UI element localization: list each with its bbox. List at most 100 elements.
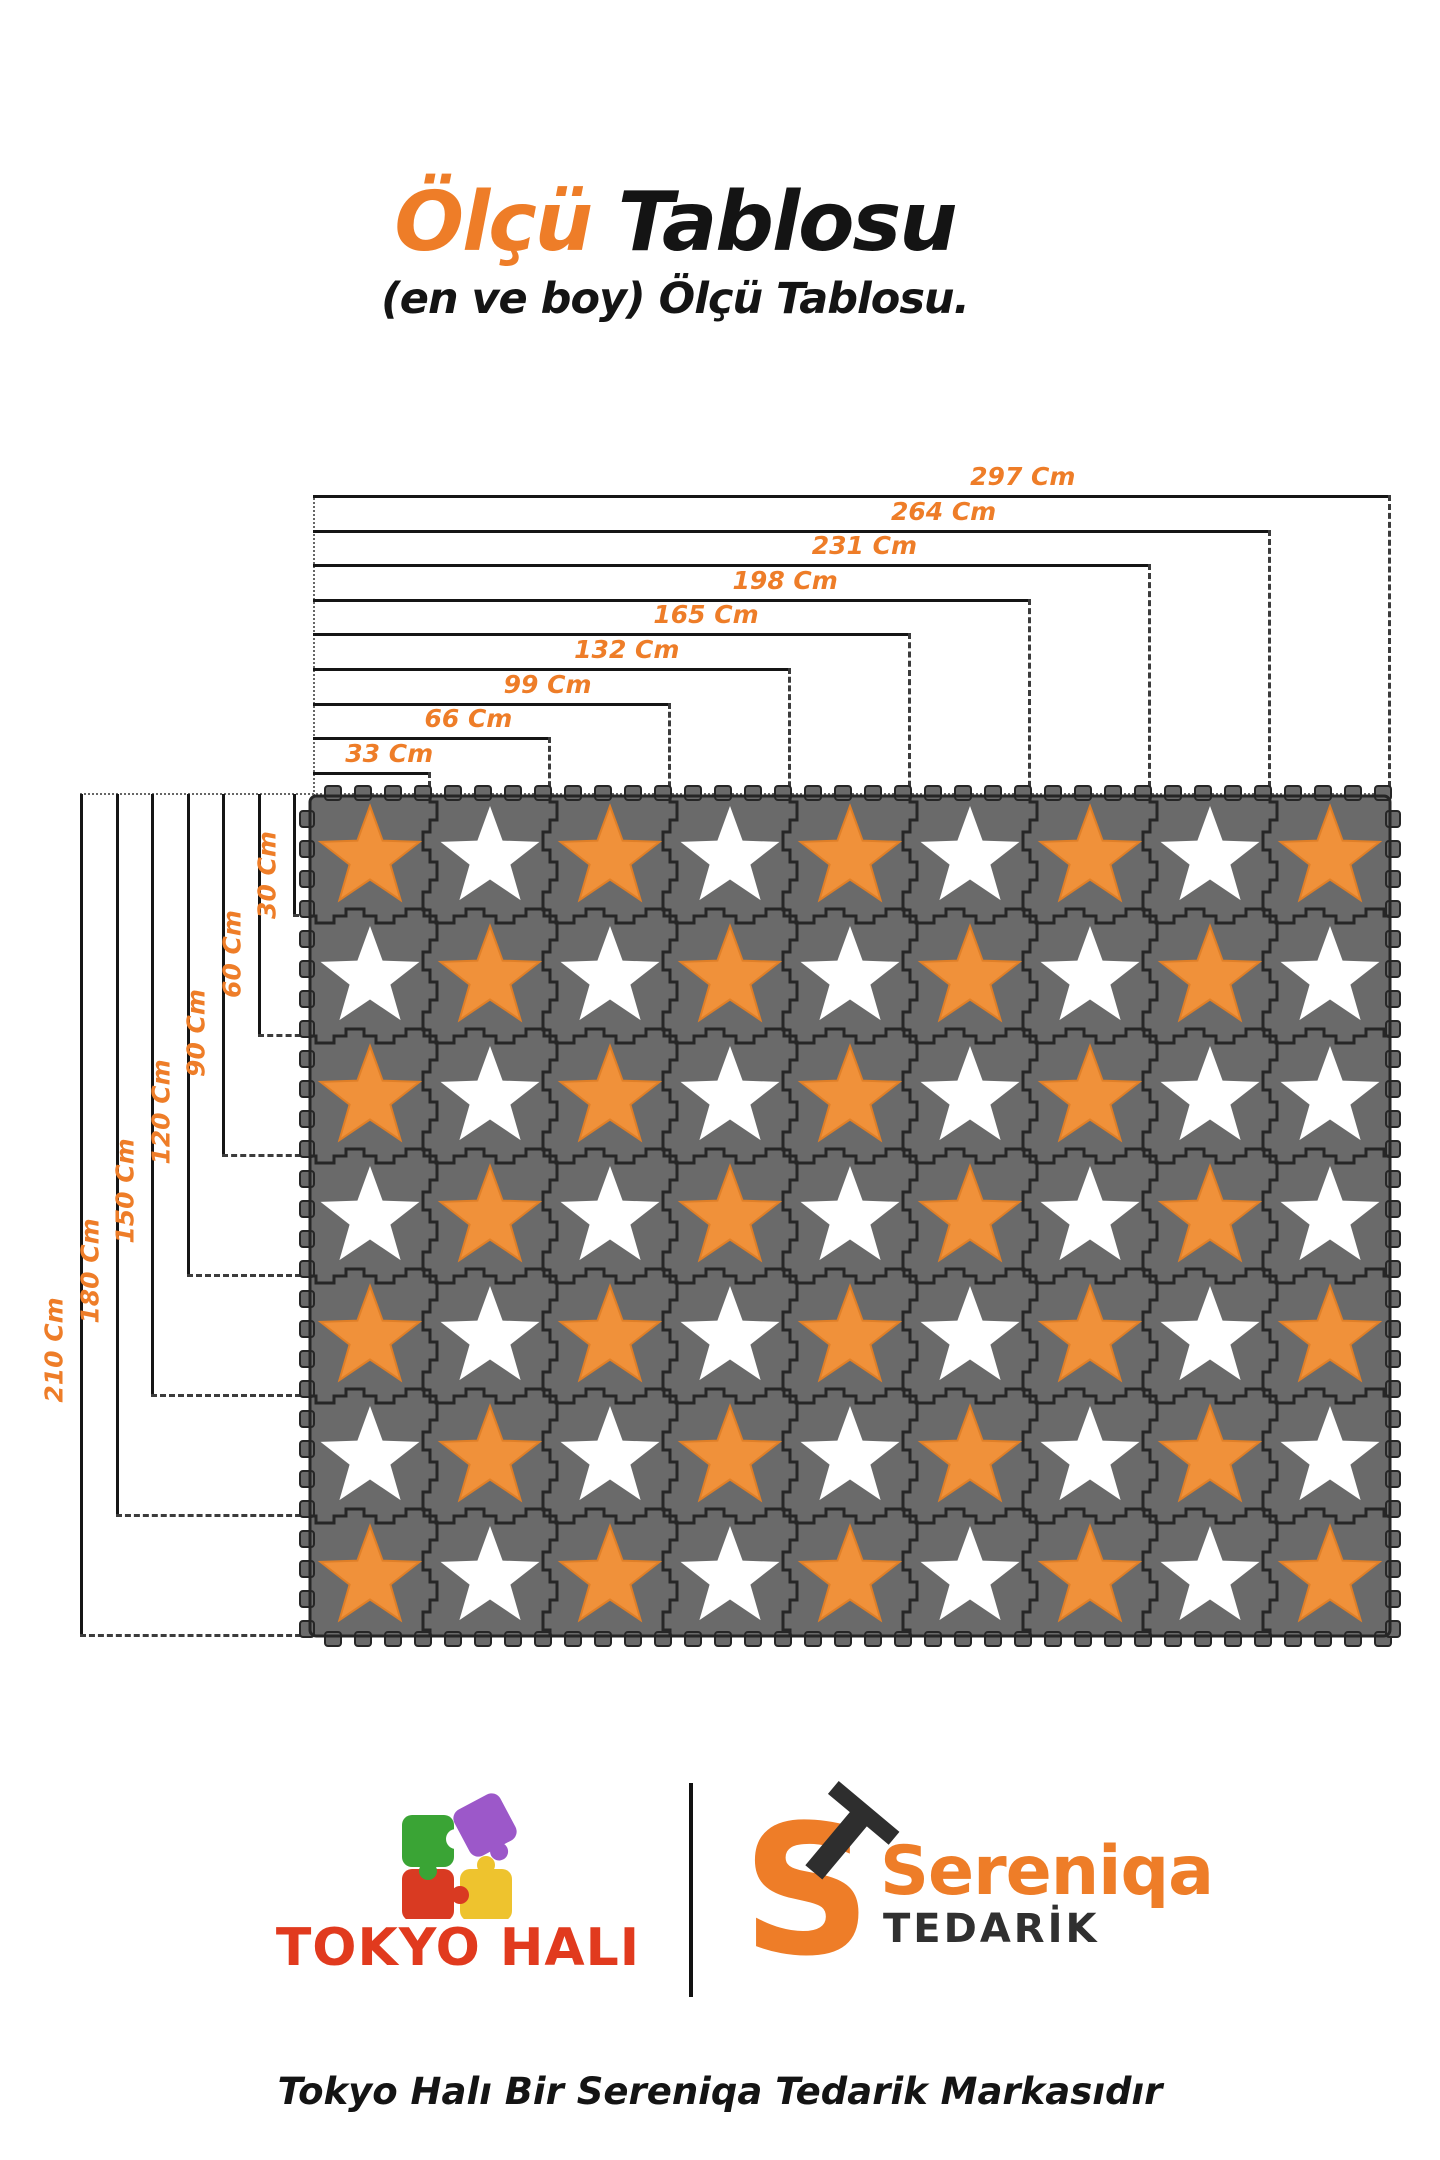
mat-tab-bottom xyxy=(1044,1631,1062,1647)
mat-tab-top xyxy=(324,785,342,801)
height-dim-label-4: 120 Cm xyxy=(146,1059,176,1165)
mat-tab-left xyxy=(299,870,315,888)
star-white xyxy=(560,926,660,1021)
star-orange xyxy=(557,1283,663,1383)
mat-tab-left xyxy=(299,1560,315,1578)
width-dim-line-8 xyxy=(313,530,1270,533)
mat-tab-left xyxy=(299,1050,315,1068)
width-dim-label-8: 264 Cm xyxy=(890,497,997,526)
mat-tab-top xyxy=(1044,785,1062,801)
mat-tab-right xyxy=(1385,1560,1401,1578)
puzzle-piece-green xyxy=(402,1815,454,1867)
star-orange xyxy=(677,1403,783,1503)
mat-tab-top xyxy=(864,785,882,801)
mat-tab-top xyxy=(474,785,492,801)
star-white xyxy=(1040,1166,1140,1261)
width-dim-drop-4 xyxy=(788,668,791,796)
mat-tab-right xyxy=(1385,1350,1401,1368)
mat-tab-right xyxy=(1385,1470,1401,1488)
width-dim-drop-8 xyxy=(1268,530,1271,796)
mat-tab-bottom xyxy=(984,1631,1002,1647)
mat-tab-left xyxy=(299,990,315,1008)
star-orange xyxy=(1037,1283,1143,1383)
mat-tab-left xyxy=(299,840,315,858)
star-white xyxy=(920,1046,1020,1141)
mat-tab-top xyxy=(1344,785,1362,801)
width-dim-drop-7 xyxy=(1148,564,1151,796)
mat-tab-right xyxy=(1385,1170,1401,1188)
star-white xyxy=(920,806,1020,901)
height-dim-line-7 xyxy=(80,794,83,1636)
star-orange xyxy=(677,923,783,1023)
height-dim-run-6 xyxy=(116,1514,310,1517)
star-white xyxy=(1160,1046,1260,1141)
star-white xyxy=(440,806,540,901)
mat-tab-left xyxy=(299,1230,315,1248)
mat-left-guide-dotted xyxy=(313,495,315,796)
mat-tab-right xyxy=(1385,930,1401,948)
mat-tab-top xyxy=(624,785,642,801)
mat-tab-left xyxy=(299,1410,315,1428)
mat-seam-vertical xyxy=(901,796,919,1636)
mat-tab-top xyxy=(834,785,852,801)
mat-tab-bottom xyxy=(1104,1631,1122,1647)
mat-tab-top xyxy=(744,785,762,801)
mat-tab-bottom xyxy=(444,1631,462,1647)
mat-tab-right xyxy=(1385,1200,1401,1218)
mat-tab-left xyxy=(299,1170,315,1188)
star-white xyxy=(1280,1406,1380,1501)
mat-outline xyxy=(308,794,1392,1638)
mat-tab-bottom xyxy=(474,1631,492,1647)
star-white xyxy=(1280,1166,1380,1261)
mat-tab-top xyxy=(444,785,462,801)
star-orange xyxy=(557,803,663,903)
mat-tab-right xyxy=(1385,1320,1401,1338)
width-dim-label-2: 66 Cm xyxy=(424,704,513,733)
mat-tab-right xyxy=(1385,1080,1401,1098)
mat-tab-top xyxy=(504,785,522,801)
star-orange xyxy=(1157,1163,1263,1263)
mat-tab-top xyxy=(924,785,942,801)
star-white xyxy=(1160,806,1260,901)
star-white xyxy=(680,1526,780,1621)
width-dim-line-3 xyxy=(313,703,670,706)
footer-tagline: Tokyo Halı Bir Sereniqa Tedarik Markasıd… xyxy=(277,2070,1163,2113)
mat-tab-right xyxy=(1385,1230,1401,1248)
star-white xyxy=(920,1526,1020,1621)
puzzle-piece-purple xyxy=(453,1793,517,1861)
mat-tab-bottom xyxy=(804,1631,822,1647)
star-orange xyxy=(317,1283,423,1383)
star-orange xyxy=(917,1403,1023,1503)
star-orange xyxy=(437,1163,543,1263)
height-dim-line-3 xyxy=(222,794,225,1156)
star-white xyxy=(680,806,780,901)
mat-tab-bottom xyxy=(744,1631,762,1647)
star-orange xyxy=(1157,1403,1263,1503)
star-orange xyxy=(1277,803,1383,903)
mat-tab-bottom xyxy=(924,1631,942,1647)
mat-tab-top xyxy=(1314,785,1332,801)
width-dim-line-5 xyxy=(313,633,910,636)
mat-tab-left xyxy=(299,810,315,828)
width-dim-line-2 xyxy=(313,737,550,740)
mat-tab-right xyxy=(1385,870,1401,888)
width-dim-label-7: 231 Cm xyxy=(811,531,918,560)
mat-tab-left xyxy=(299,930,315,948)
width-dim-line-9 xyxy=(313,495,1390,498)
mat-tab-right xyxy=(1385,1590,1401,1608)
page-subtitle: (en ve boy) Ölçü Tablosu. xyxy=(381,274,970,325)
mat-tab-top xyxy=(804,785,822,801)
mat-tab-left xyxy=(299,1200,315,1218)
star-white xyxy=(800,1166,900,1261)
mat-tab-bottom xyxy=(684,1631,702,1647)
height-dim-run-7 xyxy=(80,1634,310,1637)
star-white xyxy=(1160,1286,1260,1381)
mat-tab-right xyxy=(1385,990,1401,1008)
star-orange xyxy=(317,1523,423,1623)
mat-seam-vertical xyxy=(781,796,799,1636)
mat-tab-bottom xyxy=(954,1631,972,1647)
height-dim-run-4 xyxy=(187,1274,310,1277)
mat-tab-top xyxy=(1074,785,1092,801)
width-dim-label-5: 165 Cm xyxy=(653,600,759,629)
